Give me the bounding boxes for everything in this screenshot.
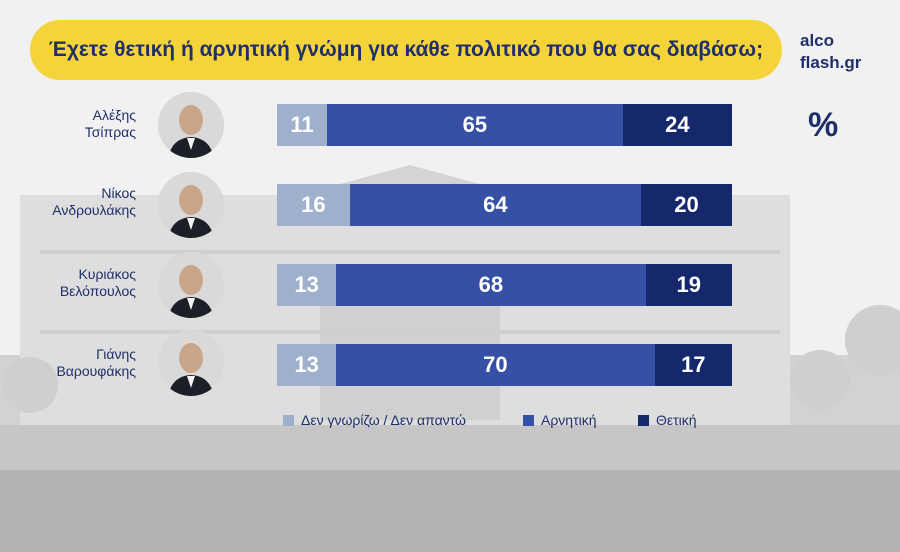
stacked-bar: 13 68 19	[277, 264, 732, 306]
legend-swatch	[638, 414, 649, 426]
politician-name-line: Νίκος	[101, 185, 136, 201]
bar-segment-positive: 17	[654, 344, 732, 386]
legend-label: Θετική	[656, 412, 697, 428]
politician-name-line: Κυριάκος	[78, 266, 136, 282]
legend-label: Αρνητική	[541, 412, 597, 428]
bar-segment-dont-know: 16	[277, 184, 350, 226]
bar-segment-dont-know: 13	[277, 344, 337, 386]
politician-name: Αλέξης Τσίπρας	[30, 107, 136, 141]
unit-label: %	[808, 106, 839, 144]
legend-swatch	[523, 414, 534, 426]
bar-segment-negative: 65	[327, 104, 623, 146]
brand-logo: alco flash.gr	[800, 30, 861, 74]
bar-segment-negative: 70	[336, 344, 655, 386]
bar-segment-positive: 24	[622, 104, 732, 146]
stacked-bar: 16 64 20	[277, 184, 732, 226]
politician-photo	[158, 92, 224, 158]
politician-name-line: Ανδρουλάκης	[52, 202, 136, 218]
bar-segment-negative: 68	[336, 264, 646, 306]
stacked-bar: 13 70 17	[277, 344, 732, 386]
politician-name-line: Βελόπουλος	[59, 283, 136, 299]
politician-photo	[158, 172, 224, 238]
legend-item-positive: Θετική	[638, 412, 697, 428]
brand-line-1: alco	[800, 31, 835, 50]
bar-segment-negative: 64	[349, 184, 641, 226]
chart-title: Έχετε θετική ή αρνητική γνώμη για κάθε π…	[30, 20, 782, 80]
bar-segment-positive: 20	[640, 184, 732, 226]
brand-line-2: flash.gr	[800, 53, 862, 72]
politician-name: Νίκος Ανδρουλάκης	[30, 185, 136, 219]
legend-item-negative: Αρνητική	[523, 412, 597, 428]
bar-segment-positive: 19	[645, 264, 732, 306]
bar-segment-dont-know: 13	[277, 264, 337, 306]
politician-name: Κυριάκος Βελόπουλος	[30, 266, 136, 300]
politician-name-line: Τσίπρας	[84, 124, 136, 140]
legend-label: Δεν γνωρίζω / Δεν απαντώ	[301, 412, 466, 428]
politician-name: Γιάνης Βαρουφάκης	[30, 346, 136, 380]
politician-name-line: Βαρουφάκης	[56, 363, 136, 379]
legend-item-dont-know: Δεν γνωρίζω / Δεν απαντώ	[283, 412, 466, 428]
stacked-bar: 11 65 24	[277, 104, 732, 146]
bar-segment-dont-know: 11	[277, 104, 328, 146]
politician-name-line: Γιάνης	[96, 346, 136, 362]
politician-name-line: Αλέξης	[92, 107, 136, 123]
chart-title-text: Έχετε θετική ή αρνητική γνώμη για κάθε π…	[48, 38, 764, 61]
legend-swatch	[283, 414, 294, 426]
politician-photo	[158, 330, 224, 396]
politician-photo	[158, 252, 224, 318]
